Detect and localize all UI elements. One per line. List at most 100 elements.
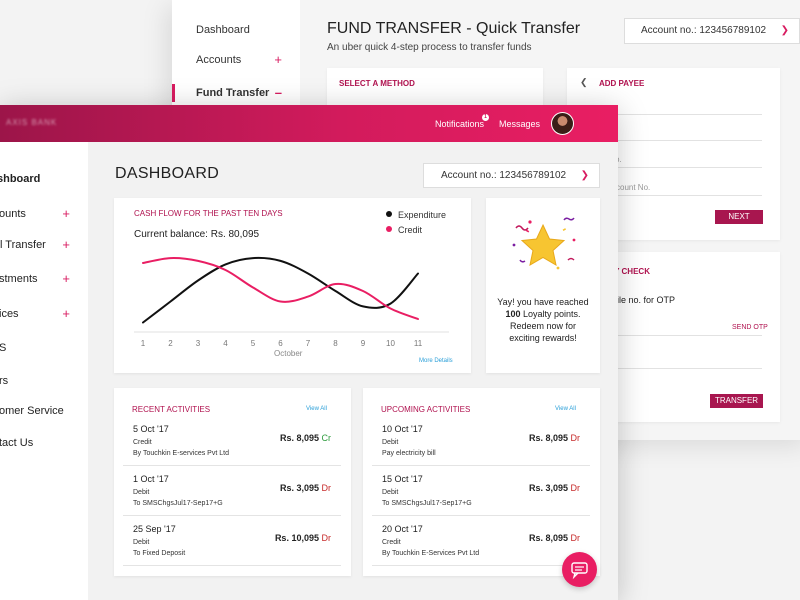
- payee-field-4[interactable]: [597, 195, 762, 196]
- expand-icon: +: [62, 271, 70, 286]
- x-tick-label: 10: [386, 339, 395, 348]
- x-tick-label: 11: [414, 339, 423, 348]
- legend-swatch: [386, 211, 392, 217]
- sidebar-item-investments[interactable]: stments +: [0, 267, 88, 291]
- x-tick-label: 9: [361, 339, 366, 348]
- loyalty-points: 100: [505, 309, 521, 319]
- amount-flag: Dr: [570, 483, 581, 493]
- payee-field-3[interactable]: [597, 167, 762, 168]
- back-sidebar-item-label: Fund Transfer: [196, 87, 270, 99]
- back-sidebar-item-dashboard[interactable]: Dashboard: [172, 15, 300, 45]
- activity-type: Debit: [382, 439, 399, 446]
- payee-field-2[interactable]: [597, 140, 762, 141]
- amount-flag: Dr: [321, 533, 332, 543]
- sidebar: shboard ounts + l Transfer + stments + i…: [0, 142, 88, 600]
- page-subtitle: An uber quick 4-step process to transfer…: [327, 42, 532, 53]
- sidebar-item-dashboard[interactable]: shboard: [0, 167, 88, 191]
- loyalty-message: Yay! you have reached 100 Loyalty points…: [494, 296, 592, 344]
- view-all-link[interactable]: View All: [555, 406, 576, 412]
- expand-icon: +: [62, 237, 70, 252]
- cash-flow-card: 1 2 3 4 5 6 7 8 9 10 11 CASH FLOW FOR THE PAST TEN…: [114, 198, 471, 373]
- card-header: RECENT ACTIVITIES: [132, 405, 211, 414]
- activity-date: 25 Sep '17: [133, 524, 176, 534]
- sidebar-item-offers[interactable]: rs: [0, 369, 88, 393]
- amount-flag: Cr: [321, 433, 332, 443]
- messages-link[interactable]: Messages: [499, 119, 541, 129]
- list-item[interactable]: 10 Oct '17 Debit Pay electricity bill Rs…: [372, 418, 590, 470]
- send-otp-link[interactable]: SEND OTP: [732, 324, 768, 331]
- sidebar-item-fund-transfer[interactable]: l Transfer +: [0, 233, 88, 257]
- mobile-otp-label: bile no. for OTP: [612, 295, 676, 305]
- back-arrow-icon[interactable]: ❮: [580, 77, 588, 87]
- card-header: UPCOMING ACTIVITIES: [381, 405, 471, 414]
- sidebar-item-label: l Transfer: [0, 239, 46, 251]
- divider: [123, 515, 341, 516]
- amount-value: Rs. 10,095: [274, 533, 319, 543]
- activity-date: 20 Oct '17: [382, 524, 423, 534]
- back-sidebar-item-accounts[interactable]: Accounts +: [172, 45, 300, 75]
- sidebar-item-s[interactable]: S: [0, 336, 88, 360]
- avatar[interactable]: [551, 112, 574, 135]
- list-item[interactable]: 15 Oct '17 Debit To SMSChgsJul17-Sep17+G…: [372, 468, 590, 520]
- activity-type: Debit: [133, 489, 150, 496]
- back-sidebar-item-label: Dashboard: [196, 24, 250, 36]
- balance-label: Current balance:: [134, 229, 208, 240]
- chat-icon: [571, 562, 588, 580]
- notifications-link[interactable]: Notifications: [435, 119, 485, 129]
- activity-amount: Rs. 8,095 Dr: [529, 433, 580, 443]
- back-sidebar-item-fund-transfer[interactable]: Fund Transfer –: [172, 78, 300, 108]
- activity-desc: By Touchkin E-Services Pvt Ltd: [382, 550, 480, 557]
- field-placeholder: o.: [615, 155, 622, 164]
- sidebar-item-label: omer Service: [0, 405, 64, 417]
- cash-flow-chart: 1 2 3 4 5 6 7 8 9 10 11: [134, 256, 449, 348]
- activity-type: Credit: [133, 439, 152, 446]
- transfer-button[interactable]: TRANSFER: [710, 394, 763, 408]
- dashboard-window: AXIS BANK Notifications 1 Messages shboa…: [0, 105, 618, 600]
- series-line-credit: [142, 257, 419, 320]
- series-line-expenditure: [142, 256, 419, 324]
- activity-amount: Rs. 3,095 Dr: [529, 483, 580, 493]
- divider: [372, 515, 590, 516]
- divider: [372, 465, 590, 466]
- x-tick-label: 1: [141, 339, 146, 348]
- recent-activities-card: RECENT ACTIVITIES View All 5 Oct '17 Cre…: [114, 388, 351, 576]
- sidebar-item-contact-us[interactable]: tact Us: [0, 431, 88, 455]
- amount-flag: Dr: [321, 483, 332, 493]
- amount-value: Rs. 3,095: [279, 483, 319, 493]
- chat-button[interactable]: [562, 552, 597, 587]
- list-item[interactable]: 1 Oct '17 Debit To SMSChgsJul17-Sep17+G …: [123, 468, 341, 520]
- sidebar-item-services[interactable]: ices +: [0, 302, 88, 326]
- sidebar-item-label: ices: [0, 308, 19, 320]
- loyalty-line: Redeem now for: [509, 321, 577, 331]
- account-select[interactable]: Account no.: 123456789102 ❯: [624, 18, 800, 44]
- account-select[interactable]: Account no.: 123456789102 ❯: [423, 163, 600, 188]
- sidebar-item-customer-service[interactable]: omer Service: [0, 399, 88, 423]
- card-header: CASH FLOW FOR THE PAST TEN DAYS: [134, 209, 283, 218]
- mobile-field[interactable]: [597, 335, 762, 336]
- view-all-link[interactable]: View All: [306, 406, 327, 412]
- card-header: ADD PAYEE: [599, 79, 645, 88]
- next-button[interactable]: NEXT: [715, 210, 763, 224]
- activity-amount: Rs. 10,095 Dr: [275, 533, 331, 543]
- collapse-icon: –: [274, 85, 282, 100]
- list-item[interactable]: 25 Sep '17 Debit To Fixed Deposit Rs. 10…: [123, 518, 341, 570]
- activity-date: 15 Oct '17: [382, 474, 423, 484]
- payee-field-1[interactable]: [597, 114, 762, 115]
- activity-amount: Rs. 3,095 Dr: [280, 483, 331, 493]
- notification-badge: 1: [482, 114, 489, 121]
- loyalty-line: Yay! you have reached: [497, 297, 589, 307]
- list-item[interactable]: 20 Oct '17 Credit By Touchkin E-Services…: [372, 518, 590, 570]
- loyalty-line: Loyalty points.: [520, 309, 581, 319]
- list-item[interactable]: 5 Oct '17 Credit By Touchkin E-services …: [123, 418, 341, 470]
- loyalty-line: exciting rewards!: [509, 333, 577, 343]
- otp-field[interactable]: [597, 368, 762, 369]
- sidebar-item-label: S: [0, 342, 7, 354]
- loyalty-card: Yay! you have reached 100 Loyalty points…: [486, 198, 600, 373]
- sidebar-item-accounts[interactable]: ounts +: [0, 202, 88, 226]
- current-balance: Current balance: Rs. 80,095: [134, 229, 259, 240]
- upcoming-activities-card: UPCOMING ACTIVITIES View All 10 Oct '17 …: [363, 388, 600, 576]
- activity-desc: To SMSChgsJul17-Sep17+G: [133, 500, 223, 507]
- more-details-link[interactable]: More Details: [419, 358, 453, 364]
- activity-desc: To Fixed Deposit: [133, 550, 186, 557]
- legend-item-credit: Credit: [386, 225, 422, 235]
